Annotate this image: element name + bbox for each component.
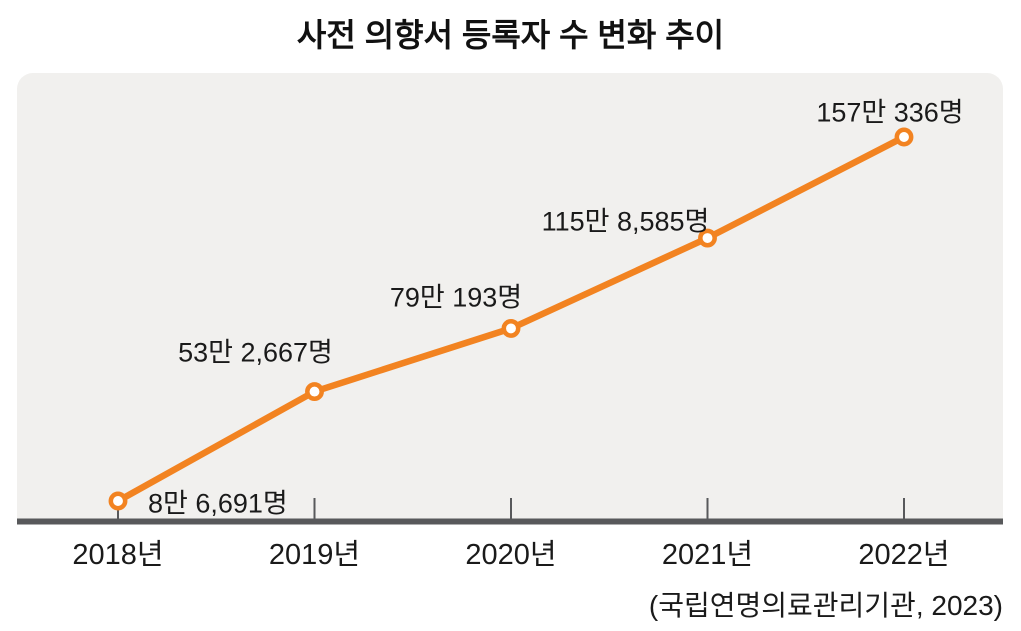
data-point-marker xyxy=(501,318,521,338)
data-point-marker xyxy=(305,382,324,402)
data-point-marker xyxy=(108,491,128,511)
plot-area xyxy=(17,73,1003,521)
x-axis-label: 2021년 xyxy=(661,539,754,571)
point-label: 157만 336명 xyxy=(816,97,964,128)
x-axis-label: 2018년 xyxy=(72,539,164,571)
point-label: 53만 2,667명 xyxy=(178,337,333,368)
x-axis-label: 2019년 xyxy=(268,539,361,571)
source-caption: (국립연명의료관리기관, 2023) xyxy=(648,590,1003,621)
data-point-marker xyxy=(698,228,717,248)
chart-title: 사전 의향서 등록자 수 변화 추이 xyxy=(296,17,725,53)
data-point-marker xyxy=(894,127,914,147)
point-label: 8만 6,691명 xyxy=(148,488,288,519)
x-axis-label: 2020년 xyxy=(465,539,557,571)
x-axis-label: 2022년 xyxy=(858,539,950,571)
point-label: 115만 8,585명 xyxy=(541,206,710,237)
point-label: 79만 193명 xyxy=(389,282,523,313)
